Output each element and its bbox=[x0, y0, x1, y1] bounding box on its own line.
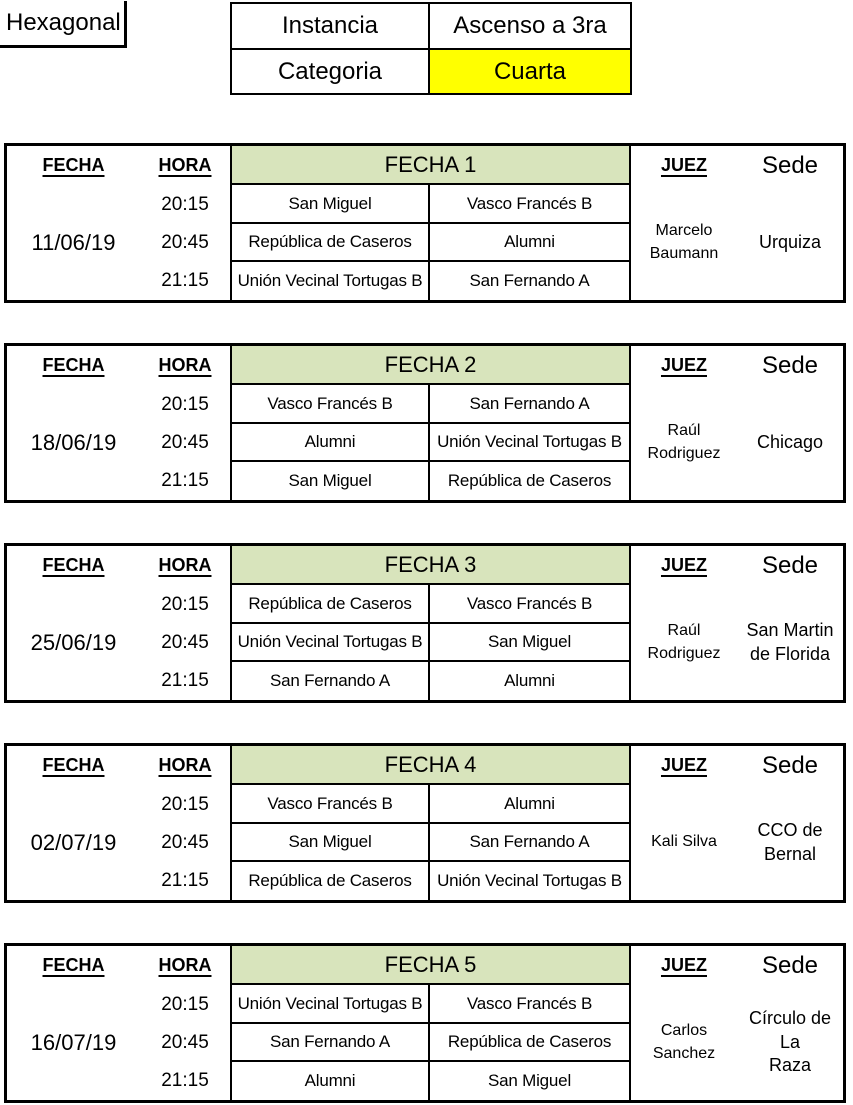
juez-column-header: JUEZ bbox=[660, 755, 707, 775]
hora-column-header: HORA bbox=[158, 555, 212, 575]
fecha-column-header: FECHA bbox=[42, 555, 105, 575]
match-time: 20:15 bbox=[161, 393, 209, 415]
match-time: 20:45 bbox=[161, 632, 209, 653]
match-time: 21:15 bbox=[161, 670, 209, 691]
judge-name: Carlos Sanchez bbox=[652, 1022, 716, 1062]
away-team: San Miguel bbox=[430, 1062, 631, 1100]
home-team: San Miguel bbox=[230, 824, 430, 862]
round-title: FECHA 5 bbox=[230, 946, 631, 985]
venue-name: San Martin de Florida bbox=[746, 620, 834, 664]
hora-column-header: HORA bbox=[158, 955, 212, 975]
match-time: 20:15 bbox=[161, 593, 209, 615]
round-table-2: FECHA HORA FECHA 2 JUEZ Sede 18/06/19 20… bbox=[4, 343, 846, 503]
fecha-column-header: FECHA bbox=[42, 155, 105, 175]
juez-column-header: JUEZ bbox=[660, 555, 707, 575]
hora-column-header: HORA bbox=[158, 155, 212, 175]
home-team: San Miguel bbox=[230, 185, 430, 224]
home-team: San Fernando A bbox=[230, 662, 430, 700]
sede-column-header: Sede bbox=[761, 751, 819, 779]
away-team: Alumni bbox=[430, 662, 631, 700]
match-time: 21:15 bbox=[161, 270, 209, 291]
home-team: San Miguel bbox=[230, 462, 430, 500]
fecha-column-header: FECHA bbox=[42, 955, 105, 975]
home-team: San Fernando A bbox=[230, 1024, 430, 1062]
away-team: San Fernando A bbox=[430, 262, 631, 300]
sede-column-header: Sede bbox=[761, 151, 819, 179]
match-time: 21:15 bbox=[161, 470, 209, 491]
judge-name: Raúl Rodriguez bbox=[647, 622, 721, 662]
away-team: San Miguel bbox=[430, 624, 631, 662]
away-team: San Fernando A bbox=[430, 385, 631, 424]
away-team: Unión Vecinal Tortugas B bbox=[430, 862, 631, 900]
round-title: FECHA 1 bbox=[230, 146, 631, 185]
round-table-3: FECHA HORA FECHA 3 JUEZ Sede 25/06/19 20… bbox=[4, 543, 846, 703]
sede-column-header: Sede bbox=[761, 551, 819, 579]
match-time: 20:15 bbox=[161, 993, 209, 1015]
match-time: 20:45 bbox=[161, 1032, 209, 1053]
away-team: Alumni bbox=[430, 224, 631, 262]
hora-column-header: HORA bbox=[158, 755, 212, 775]
judge-name: Marcelo Baumann bbox=[649, 222, 719, 262]
home-team: Unión Vecinal Tortugas B bbox=[230, 624, 430, 662]
home-team: Unión Vecinal Tortugas B bbox=[230, 262, 430, 300]
away-team: República de Caseros bbox=[430, 462, 631, 500]
instancia-value: Ascenso a 3ra bbox=[430, 4, 630, 50]
juez-column-header: JUEZ bbox=[660, 155, 707, 175]
fecha-column-header: FECHA bbox=[42, 355, 105, 375]
judge-name: Raúl Rodriguez bbox=[647, 422, 721, 462]
away-team: Vasco Francés B bbox=[430, 585, 631, 624]
round-table-1: FECHA HORA FECHA 1 JUEZ Sede 11/06/19 20… bbox=[4, 143, 846, 303]
away-team: San Fernando A bbox=[430, 824, 631, 862]
hora-column-header: HORA bbox=[158, 355, 212, 375]
home-team: República de Caseros bbox=[230, 585, 430, 624]
round-date: 16/07/19 bbox=[30, 1029, 117, 1055]
instancia-label: Instancia bbox=[232, 4, 430, 50]
home-team: Alumni bbox=[230, 424, 430, 462]
round-date: 11/06/19 bbox=[31, 229, 116, 255]
round-title: FECHA 4 bbox=[230, 746, 631, 785]
home-team: Alumni bbox=[230, 1062, 430, 1100]
match-time: 20:45 bbox=[161, 432, 209, 453]
venue-name: Círculo de La Raza bbox=[748, 1008, 832, 1076]
juez-column-header: JUEZ bbox=[660, 355, 707, 375]
round-date: 02/07/19 bbox=[30, 829, 117, 855]
juez-column-header: JUEZ bbox=[660, 955, 707, 975]
match-time: 20:45 bbox=[161, 832, 209, 853]
info-table: Instancia Ascenso a 3ra Categoria Cuarta bbox=[230, 2, 632, 95]
categoria-value: Cuarta bbox=[430, 50, 630, 93]
venue-name: Chicago bbox=[756, 431, 824, 452]
round-table-5: FECHA HORA FECHA 5 JUEZ Sede 16/07/19 20… bbox=[4, 943, 846, 1103]
away-team: República de Caseros bbox=[430, 1024, 631, 1062]
match-time: 20:15 bbox=[161, 193, 209, 215]
away-team: Vasco Francés B bbox=[430, 985, 631, 1024]
match-time: 20:15 bbox=[161, 793, 209, 815]
match-time: 21:15 bbox=[161, 870, 209, 891]
tournament-label-box: Hexagonal bbox=[0, 1, 127, 48]
away-team: Alumni bbox=[430, 785, 631, 824]
round-title: FECHA 2 bbox=[230, 346, 631, 385]
match-time: 21:15 bbox=[161, 1070, 209, 1091]
away-team: Unión Vecinal Tortugas B bbox=[430, 424, 631, 462]
judge-name: Kali Silva bbox=[651, 833, 717, 851]
round-date: 18/06/19 bbox=[30, 429, 117, 455]
away-team: Vasco Francés B bbox=[430, 185, 631, 224]
fecha-column-header: FECHA bbox=[42, 755, 105, 775]
home-team: República de Caseros bbox=[230, 224, 430, 262]
venue-name: CCO de Bernal bbox=[757, 820, 823, 864]
sede-column-header: Sede bbox=[761, 351, 819, 379]
round-date: 25/06/19 bbox=[30, 629, 117, 655]
home-team: Vasco Francés B bbox=[230, 385, 430, 424]
round-title: FECHA 3 bbox=[230, 546, 631, 585]
tournament-label: Hexagonal bbox=[6, 9, 121, 36]
venue-name: Urquiza bbox=[758, 231, 822, 252]
categoria-label: Categoria bbox=[232, 50, 430, 93]
sede-column-header: Sede bbox=[761, 951, 819, 979]
home-team: Unión Vecinal Tortugas B bbox=[230, 985, 430, 1024]
home-team: Vasco Francés B bbox=[230, 785, 430, 824]
home-team: República de Caseros bbox=[230, 862, 430, 900]
match-time: 20:45 bbox=[161, 232, 209, 253]
round-table-4: FECHA HORA FECHA 4 JUEZ Sede 02/07/19 20… bbox=[4, 743, 846, 903]
